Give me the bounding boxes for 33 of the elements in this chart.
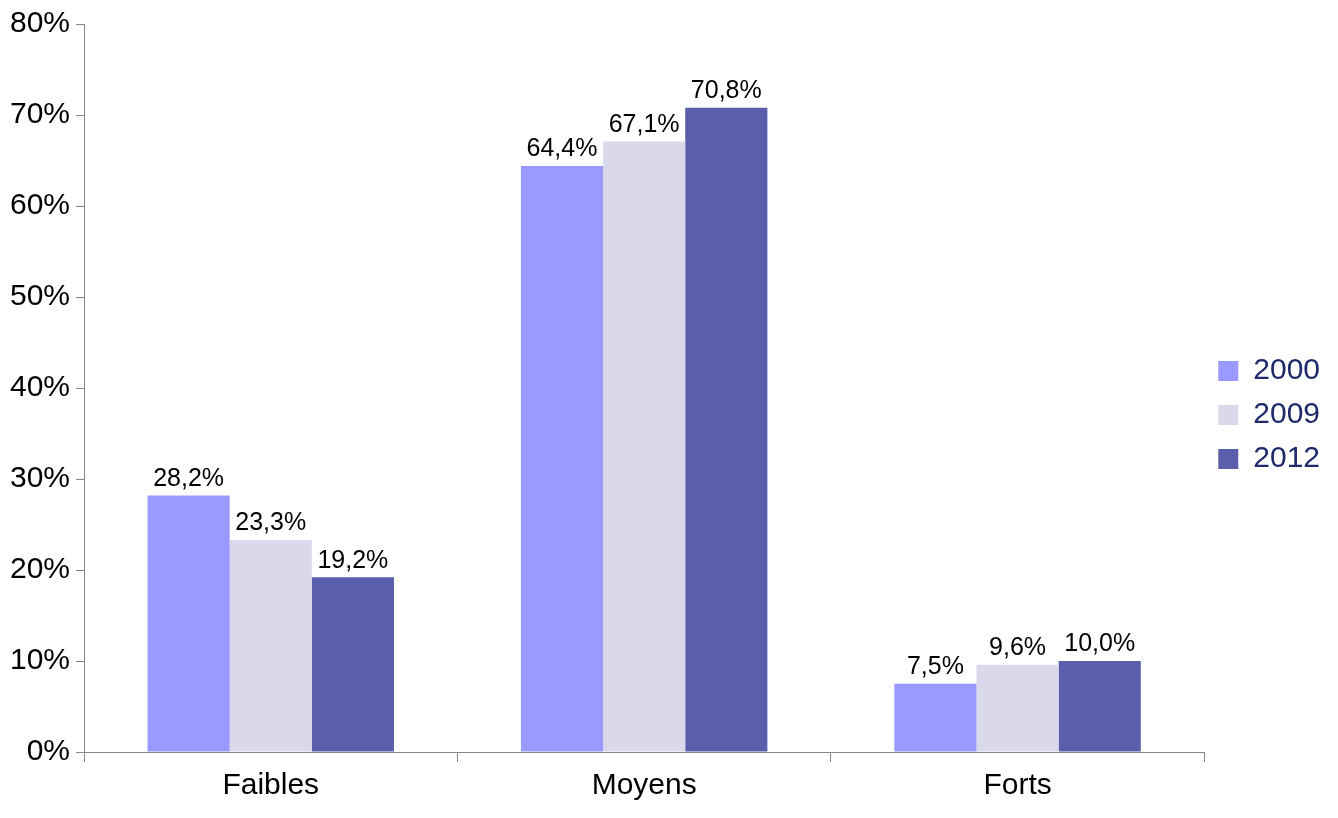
- bar: [147, 495, 230, 752]
- legend-label: 2000: [1253, 352, 1321, 386]
- data-label: 23,3%: [235, 507, 307, 536]
- data-label: 7,5%: [906, 651, 964, 680]
- y-tick-label: 20%: [10, 551, 71, 585]
- bar: [229, 539, 312, 752]
- x-tick-label: Moyens: [591, 767, 697, 801]
- y-tick-label: 10%: [10, 642, 71, 676]
- y-tick-label: 80%: [10, 5, 71, 39]
- data-label: 64,4%: [526, 133, 598, 162]
- y-tick-label: 50%: [10, 278, 71, 312]
- bar: [603, 141, 686, 752]
- data-label: 10,0%: [1064, 628, 1136, 657]
- legend-label: 2012: [1253, 440, 1321, 474]
- y-tick-label: 30%: [10, 460, 71, 494]
- x-tick-label: Faibles: [222, 767, 320, 801]
- y-tick-label: 60%: [10, 187, 71, 221]
- y-tick-label: 70%: [10, 96, 71, 130]
- bar: [1058, 661, 1141, 752]
- legend-label: 2009: [1253, 396, 1321, 430]
- y-tick-label: 0%: [26, 733, 71, 767]
- data-label: 9,6%: [989, 632, 1047, 661]
- bar: [311, 577, 394, 752]
- data-label: 70,8%: [690, 75, 762, 104]
- bar: [685, 107, 768, 752]
- bar: [976, 664, 1059, 752]
- x-tick-label: Forts: [983, 767, 1052, 801]
- bar: [894, 683, 977, 752]
- y-tick-label: 40%: [10, 369, 71, 403]
- bar: [520, 165, 604, 752]
- data-label: 19,2%: [317, 544, 389, 573]
- data-label: 28,2%: [153, 462, 225, 491]
- data-label: 67,1%: [608, 108, 680, 137]
